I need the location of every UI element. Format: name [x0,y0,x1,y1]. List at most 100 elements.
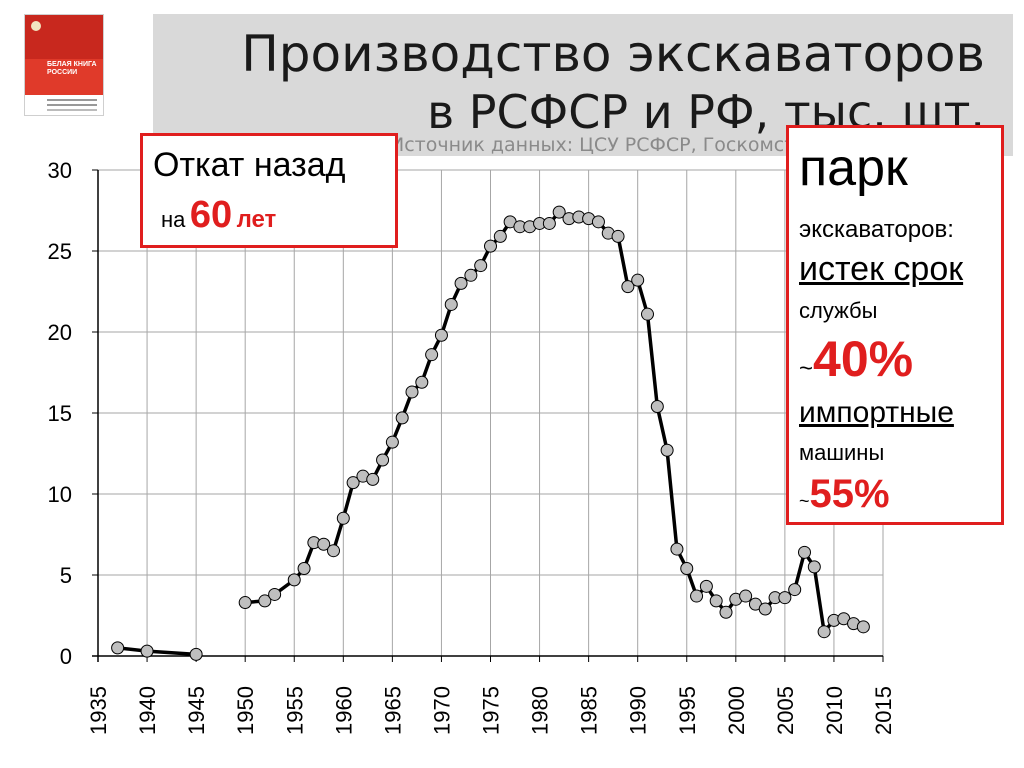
data-point [297,562,311,576]
data-point [788,583,802,597]
data-point [484,239,497,253]
data-point [376,453,390,467]
data-point [140,644,154,658]
x-tick-label: 1955 [282,686,307,735]
data-point [650,400,664,414]
x-tick-label: 1960 [331,686,356,735]
x-tick-label: 1985 [577,686,602,735]
data-point [542,216,556,230]
data-point [591,215,605,229]
data-point [798,545,811,559]
data-point [699,579,713,593]
data-point [287,573,301,587]
emblem-icon [31,21,41,31]
x-tick-label: 2005 [773,686,798,735]
data-point [111,641,125,655]
data-point [346,476,360,490]
series-line [117,646,197,657]
data-point [366,472,380,486]
x-tick-label: 1945 [184,686,209,735]
x-tick-label: 1990 [626,686,651,735]
y-tick-label: 20 [48,320,72,345]
data-point [464,268,478,282]
data-point [434,328,448,342]
callout-fleet-service: службы [799,298,878,323]
page-title-line1: Производство экскаваторов [241,25,985,83]
callout-fleet: парк экскаваторов: истек срок службы ~40… [786,125,1004,525]
data-point [856,620,870,634]
data-point [425,348,439,362]
callout-rollback-heading: Откат назад [153,146,346,184]
data-point [395,411,409,425]
x-tick-label: 1995 [675,686,700,735]
data-point [189,647,203,661]
series-line [245,210,864,634]
callout-fleet-expired: истек срок [799,250,964,288]
y-tick-label: 0 [60,644,72,669]
callout-fleet-machines: машины [799,440,885,465]
data-point [258,594,272,608]
x-tick-label: 1965 [380,686,405,735]
data-point [670,542,684,556]
data-point [660,443,674,457]
callout-fleet-subject: экскаваторов: [799,216,954,243]
data-point [778,591,792,605]
data-point [238,596,252,610]
x-tick-label: 1950 [233,686,258,735]
data-point [641,307,654,321]
x-tick-label: 2015 [871,686,896,735]
y-tick-label: 10 [48,482,72,507]
callout-rollback-value: на 60 лет [161,194,276,237]
x-tick-label: 2010 [822,686,847,735]
expired-percent: 40% [813,331,914,387]
book-cover-band [25,59,103,95]
data-point [317,537,331,551]
x-tick-label: 1980 [528,686,553,735]
tilde-sign: ~ [799,355,814,382]
data-point [415,375,429,389]
callout-rollback-suffix: лет [236,206,277,233]
data-point [444,297,458,311]
y-tick-label: 30 [48,158,72,183]
data-point [385,435,399,449]
book-title: БЕЛАЯ КНИГА РОССИИ [47,61,97,76]
data-point [611,229,625,243]
data-source-caption: Источник данных: ЦСУ РСФСР, Госкомстат [390,134,819,156]
callout-fleet-imported: импортные [799,396,954,429]
data-point [807,560,821,574]
data-point [474,259,488,273]
data-point [739,589,753,603]
callout-fleet-expired-share: ~40% [799,330,913,388]
data-point [690,589,704,603]
y-tick-label: 15 [48,401,72,426]
data-point [709,594,723,608]
data-point [454,276,468,290]
data-point [680,562,694,576]
data-point [758,602,772,616]
callout-rollback: Откат назад на 60 лет [140,133,398,248]
book-text-lines [47,99,97,101]
tilde-sign: ~ [799,491,810,511]
data-point [336,511,350,525]
callout-rollback-number: 60 [189,194,233,236]
data-point [552,205,566,219]
callout-fleet-imported-share: ~55% [799,472,890,517]
data-point [405,385,419,399]
x-tick-label: 1935 [86,686,111,735]
x-tick-label: 1970 [429,686,454,735]
book-cover-image: БЕЛАЯ КНИГА РОССИИ [24,14,104,116]
data-point [268,587,282,601]
y-tick-label: 25 [48,239,72,264]
callout-rollback-prefix: на [161,207,186,232]
x-tick-label: 2000 [724,686,749,735]
x-tick-label: 1940 [135,686,160,735]
imported-percent: 55% [809,472,890,516]
y-tick-label: 5 [60,563,72,588]
data-point [327,544,340,558]
callout-fleet-heading: парк [799,139,908,197]
data-point [621,280,635,294]
title-band: Производство экскаваторов в РСФСР и РФ, … [153,14,1013,156]
data-point [631,273,645,287]
data-point [493,229,507,243]
